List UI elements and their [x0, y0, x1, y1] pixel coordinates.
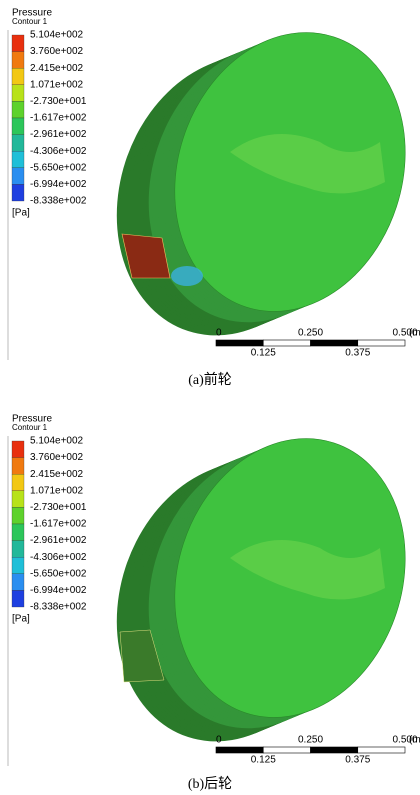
colorbar-box — [12, 135, 24, 152]
scale-label: 0.375 — [345, 348, 370, 359]
colorbar-label: -2.730e+001 — [30, 96, 87, 107]
colorbar-label: -4.306e+002 — [30, 146, 87, 157]
scale-unit: (m) — [409, 328, 420, 339]
legend-unit: [Pa] — [12, 614, 30, 625]
scale-segment — [216, 747, 263, 753]
colorbar-label: 5.104e+002 — [30, 436, 84, 447]
colorbar-label: -5.650e+002 — [30, 568, 87, 579]
scale-label: 0 — [216, 328, 222, 339]
colorbar-box — [12, 507, 24, 524]
colorbar-label: 5.104e+002 — [30, 30, 84, 41]
colorbar-box — [12, 441, 24, 458]
colorbar-box — [12, 474, 24, 491]
suction-patch — [171, 266, 203, 286]
colorbar-box — [12, 458, 24, 475]
scale-label: 0 — [216, 735, 222, 746]
colorbar-box — [12, 590, 24, 607]
colorbar-label: -4.306e+002 — [30, 552, 87, 563]
colorbar-label: 2.415e+002 — [30, 469, 84, 480]
colorbar-box — [12, 557, 24, 574]
scale-segment — [358, 340, 405, 346]
colorbar-label: -5.650e+002 — [30, 162, 87, 173]
colorbar-label: 3.760e+002 — [30, 46, 84, 57]
scale-segment — [311, 340, 358, 346]
legend-subtitle: Contour 1 — [12, 423, 48, 432]
colorbar-box — [12, 35, 24, 52]
colorbar-label: 1.071e+002 — [30, 485, 84, 496]
scale-label: 0.250 — [298, 735, 323, 746]
legend-unit: [Pa] — [12, 208, 30, 219]
colorbar-label: -8.338e+002 — [30, 196, 87, 207]
colorbar-label: -8.338e+002 — [30, 602, 87, 613]
colorbar-box — [12, 101, 24, 118]
colorbar-box — [12, 151, 24, 168]
colorbar-label: -2.961e+002 — [30, 129, 87, 140]
colorbar-label: -2.730e+001 — [30, 502, 87, 513]
scale-segment — [263, 340, 310, 346]
colorbar-label: -1.617e+002 — [30, 113, 87, 124]
scale-label: 0.250 — [298, 328, 323, 339]
scale-label: 0.125 — [251, 755, 276, 766]
caption: (b)后轮 — [188, 776, 232, 792]
colorbar-label: 2.415e+002 — [30, 63, 84, 74]
colorbar-label: -6.994e+002 — [30, 585, 87, 596]
colorbar-box — [12, 574, 24, 591]
colorbar-label: -6.994e+002 — [30, 179, 87, 190]
scale-unit: (m) — [409, 735, 420, 746]
colorbar-box — [12, 52, 24, 69]
scale-segment — [358, 747, 405, 753]
colorbar-label: 1.071e+002 — [30, 79, 84, 90]
colorbar-box — [12, 85, 24, 102]
colorbar-box — [12, 541, 24, 558]
scale-label: 0.125 — [251, 348, 276, 359]
legend-subtitle: Contour 1 — [12, 17, 48, 26]
scale-segment — [311, 747, 358, 753]
caption: (a)前轮 — [188, 371, 232, 388]
colorbar-box — [12, 184, 24, 201]
colorbar-box — [12, 491, 24, 508]
colorbar-box — [12, 68, 24, 85]
colorbar-label: 3.760e+002 — [30, 452, 84, 463]
scale-label: 0.375 — [345, 755, 370, 766]
colorbar-label: -2.961e+002 — [30, 535, 87, 546]
figure: PressureContour 15.104e+0023.760e+0022.4… — [0, 0, 420, 795]
colorbar-box — [12, 168, 24, 185]
scale-segment — [263, 747, 310, 753]
colorbar-label: -1.617e+002 — [30, 519, 87, 530]
scale-segment — [216, 340, 263, 346]
colorbar-box — [12, 524, 24, 541]
colorbar-box — [12, 118, 24, 135]
